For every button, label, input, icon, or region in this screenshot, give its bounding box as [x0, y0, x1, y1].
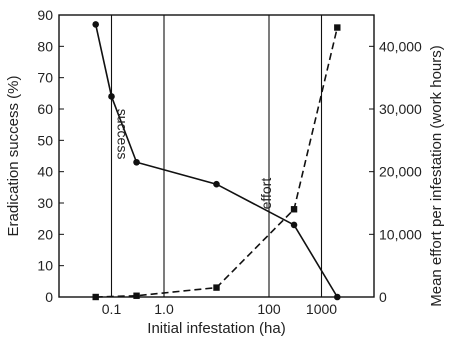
y-left-axis-title: Eradication success (%) — [5, 76, 22, 237]
y-left-tick-label: 40 — [37, 164, 53, 180]
y-left-tick-label: 0 — [45, 289, 53, 305]
data-point-effort — [92, 293, 99, 301]
data-point-effort — [213, 284, 220, 291]
y-left-tick-label: 30 — [37, 195, 53, 211]
y-left-tick-label: 60 — [37, 101, 53, 117]
y-right-tick-label: 20,000 — [379, 164, 422, 180]
data-point-success — [213, 180, 220, 188]
series-lines — [94, 24, 339, 298]
series-markers — [92, 21, 341, 301]
y-right-tick-label: 40,000 — [379, 38, 422, 54]
y-right-tick-label: 0 — [379, 289, 387, 305]
data-point-success — [334, 293, 341, 301]
y-left-tick-label: 90 — [37, 7, 53, 23]
right-axis-ticks: 0 10,000 20,000 30,000 40,000 — [369, 38, 422, 305]
x-gridlines — [110, 15, 323, 297]
data-point-success — [92, 21, 99, 28]
data-point-success — [133, 158, 140, 166]
x-tick-label: 100 — [257, 301, 281, 317]
data-point-effort — [133, 292, 140, 299]
x-axis-ticks: 0.1 1.0 100 1000 — [102, 301, 338, 317]
y-left-tick-label: 10 — [37, 258, 53, 274]
data-point-success — [290, 221, 298, 229]
data-point-effort — [290, 206, 298, 213]
plot-frame — [58, 14, 375, 298]
data-point-success — [108, 93, 115, 100]
y-left-tick-label: 50 — [37, 132, 53, 148]
y-right-tick-label: 10,000 — [379, 226, 422, 242]
x-tick-label: 1.0 — [154, 301, 174, 317]
series-line-effort — [95, 27, 339, 298]
series-annotation-success: success — [115, 109, 131, 160]
series-annotations: success effort — [115, 109, 275, 210]
y-left-tick-label: 80 — [37, 38, 53, 54]
y-left-tick-label: 70 — [37, 70, 53, 86]
left-axis-ticks: 0 10 20 30 40 50 60 70 80 90 — [37, 7, 64, 305]
x-tick-label: 1000 — [306, 301, 337, 317]
y-right-tick-label: 30,000 — [379, 101, 422, 117]
data-point-effort — [334, 24, 341, 31]
series-annotation-effort: effort — [258, 178, 274, 210]
x-tick-label: 0.1 — [102, 301, 122, 317]
x-axis-title: Initial infestation (ha) — [147, 320, 285, 337]
series-line-success — [94, 24, 338, 298]
y-left-tick-label: 20 — [37, 226, 53, 242]
y-right-axis-title: Mean effort per infestation (work hours) — [428, 45, 445, 307]
